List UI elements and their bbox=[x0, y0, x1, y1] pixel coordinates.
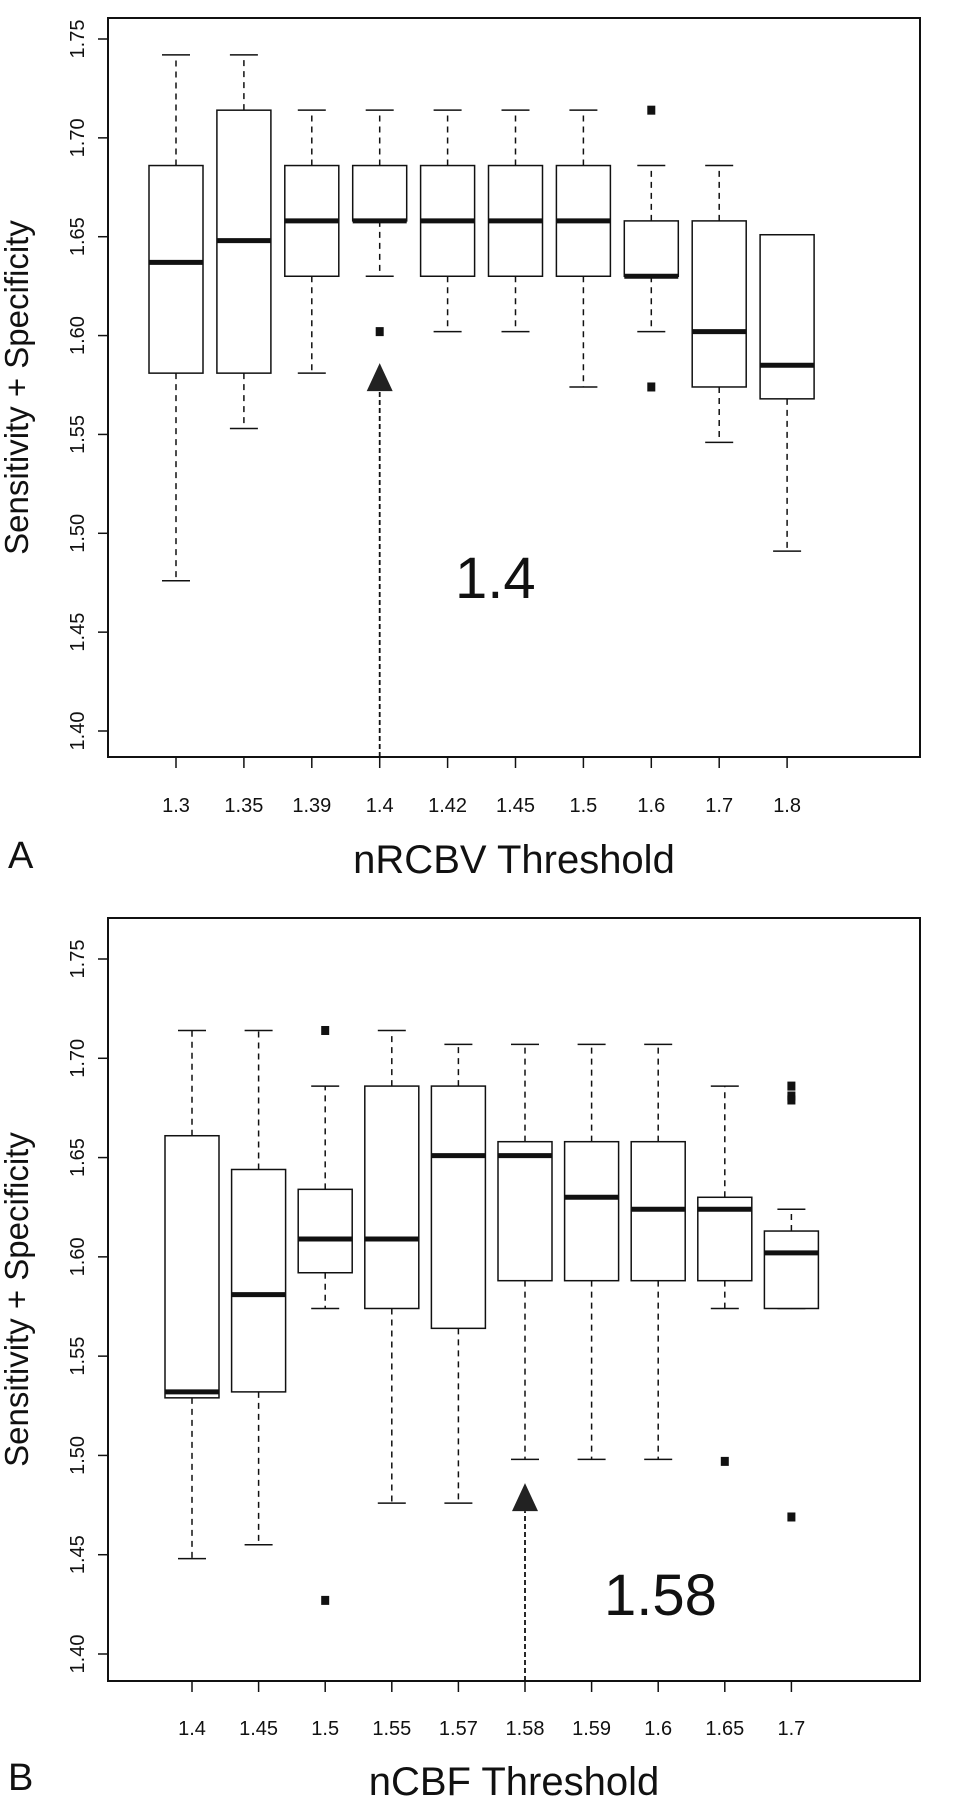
y-tick-label: 1.50 bbox=[67, 514, 89, 553]
annotation-arrow-head bbox=[366, 363, 393, 392]
box-iqr bbox=[497, 1140, 553, 1282]
box-1.55 bbox=[364, 1029, 420, 1504]
y-tick-label: 1.60 bbox=[67, 1237, 89, 1276]
panel-b: 1.40 1.45 1.50 1.55 1.60 1.65 1.70 1.75 1.4 1.45 1… bbox=[0, 917, 921, 1800]
outlier-point bbox=[787, 1081, 796, 1091]
box-1.65 bbox=[697, 1085, 753, 1466]
box-1.57 bbox=[430, 1043, 487, 1504]
box-iqr bbox=[351, 164, 408, 222]
box-iqr bbox=[148, 164, 204, 374]
box-1.7 bbox=[691, 164, 747, 444]
y-axis-label: Sensitivity + Specificity bbox=[0, 1132, 35, 1467]
x-tick-label: 1.59 bbox=[572, 1718, 611, 1740]
x-tick-label: 1.58 bbox=[506, 1718, 545, 1740]
outlier-point bbox=[720, 1456, 729, 1466]
panel-a: 1.40 1.45 1.50 1.55 1.60 1.65 1.70 1.75 1.3 1.35 1… bbox=[0, 17, 921, 882]
box-iqr bbox=[364, 1085, 420, 1310]
y-tick-label: 1.40 bbox=[67, 712, 89, 751]
y-tick-label: 1.45 bbox=[67, 613, 89, 652]
y-tick-label: 1.70 bbox=[67, 1039, 89, 1078]
box-iqr bbox=[691, 220, 747, 388]
box-iqr bbox=[759, 233, 815, 400]
box-iqr bbox=[563, 1140, 620, 1282]
x-tick-label: 1.8 bbox=[773, 795, 801, 817]
x-axis-label: nRCBV Threshold bbox=[353, 838, 675, 882]
box-iqr bbox=[763, 1230, 820, 1310]
box-1.5 bbox=[297, 1025, 353, 1605]
x-tick-label: 1.7 bbox=[777, 1718, 805, 1740]
x-tick-label: 1.4 bbox=[178, 1718, 206, 1740]
x-tick-label: 1.55 bbox=[372, 1718, 411, 1740]
x-tick-label: 1.39 bbox=[292, 795, 331, 817]
y-tick-label: 1.50 bbox=[67, 1436, 89, 1475]
x-tick-label: 1.65 bbox=[705, 1718, 744, 1740]
x-tick-label: 1.57 bbox=[439, 1718, 478, 1740]
x-tick-label: 1.5 bbox=[569, 795, 597, 817]
x-tick-label: 1.35 bbox=[224, 795, 263, 817]
x-tick-label: 1.7 bbox=[705, 795, 733, 817]
y-tick-label: 1.55 bbox=[67, 415, 89, 454]
box-1.4 bbox=[164, 1029, 220, 1560]
box-iqr bbox=[164, 1134, 220, 1399]
box-1.45 bbox=[487, 109, 544, 333]
outlier-point bbox=[787, 1095, 796, 1105]
outlier-point bbox=[647, 382, 656, 392]
x-tick-label: 1.3 bbox=[162, 795, 190, 817]
annotation-label: 1.4 bbox=[455, 546, 536, 611]
y-tick-label: 1.45 bbox=[67, 1535, 89, 1574]
box-iqr bbox=[230, 1168, 287, 1393]
box-iqr bbox=[623, 220, 680, 278]
annotation-arrow-head bbox=[512, 1483, 538, 1512]
outlier-point bbox=[787, 1512, 796, 1522]
y-axis-label: Sensitivity + Specificity bbox=[0, 220, 35, 555]
box-1.58 bbox=[497, 1043, 553, 1461]
y-tick-label: 1.70 bbox=[67, 118, 89, 157]
annotation-label: 1.58 bbox=[604, 1563, 717, 1628]
x-tick-label: 1.45 bbox=[496, 795, 535, 817]
box-1.6 bbox=[630, 1043, 686, 1461]
outlier-point bbox=[321, 1025, 330, 1035]
box-1.8 bbox=[759, 233, 815, 552]
y-tick-label: 1.65 bbox=[67, 217, 89, 256]
box-1.7 bbox=[763, 1081, 820, 1522]
plot-frame bbox=[107, 917, 921, 1682]
x-tick-label: 1.6 bbox=[637, 795, 665, 817]
plot-frame bbox=[107, 17, 921, 758]
y-tick-label: 1.40 bbox=[67, 1635, 89, 1674]
box-1.4 bbox=[351, 109, 408, 337]
box-1.42 bbox=[419, 109, 476, 333]
box-1.3 bbox=[148, 54, 204, 582]
box-iqr bbox=[297, 1188, 353, 1274]
x-tick-label: 1.4 bbox=[366, 795, 394, 817]
panel-label: A bbox=[8, 835, 34, 877]
x-tick-label: 1.42 bbox=[428, 795, 467, 817]
x-tick-label: 1.5 bbox=[311, 1718, 339, 1740]
box-1.35 bbox=[216, 54, 272, 430]
y-tick-label: 1.75 bbox=[67, 940, 89, 979]
x-tick-label: 1.45 bbox=[239, 1718, 278, 1740]
outlier-point bbox=[375, 327, 384, 337]
y-tick-label: 1.75 bbox=[67, 20, 89, 59]
box-iqr bbox=[430, 1085, 487, 1330]
y-tick-label: 1.65 bbox=[67, 1138, 89, 1177]
panel-label: B bbox=[8, 1757, 33, 1799]
x-tick-label: 1.6 bbox=[644, 1718, 672, 1740]
outlier-point bbox=[321, 1595, 330, 1605]
y-tick-label: 1.60 bbox=[67, 316, 89, 355]
box-1.6 bbox=[623, 105, 680, 392]
outlier-point bbox=[647, 105, 656, 115]
box-1.45 bbox=[230, 1029, 287, 1546]
box-1.5 bbox=[555, 109, 612, 388]
box-1.59 bbox=[563, 1043, 620, 1461]
box-1.39 bbox=[284, 109, 340, 374]
y-tick-label: 1.55 bbox=[67, 1337, 89, 1376]
x-axis-label: nCBF Threshold bbox=[369, 1760, 660, 1800]
